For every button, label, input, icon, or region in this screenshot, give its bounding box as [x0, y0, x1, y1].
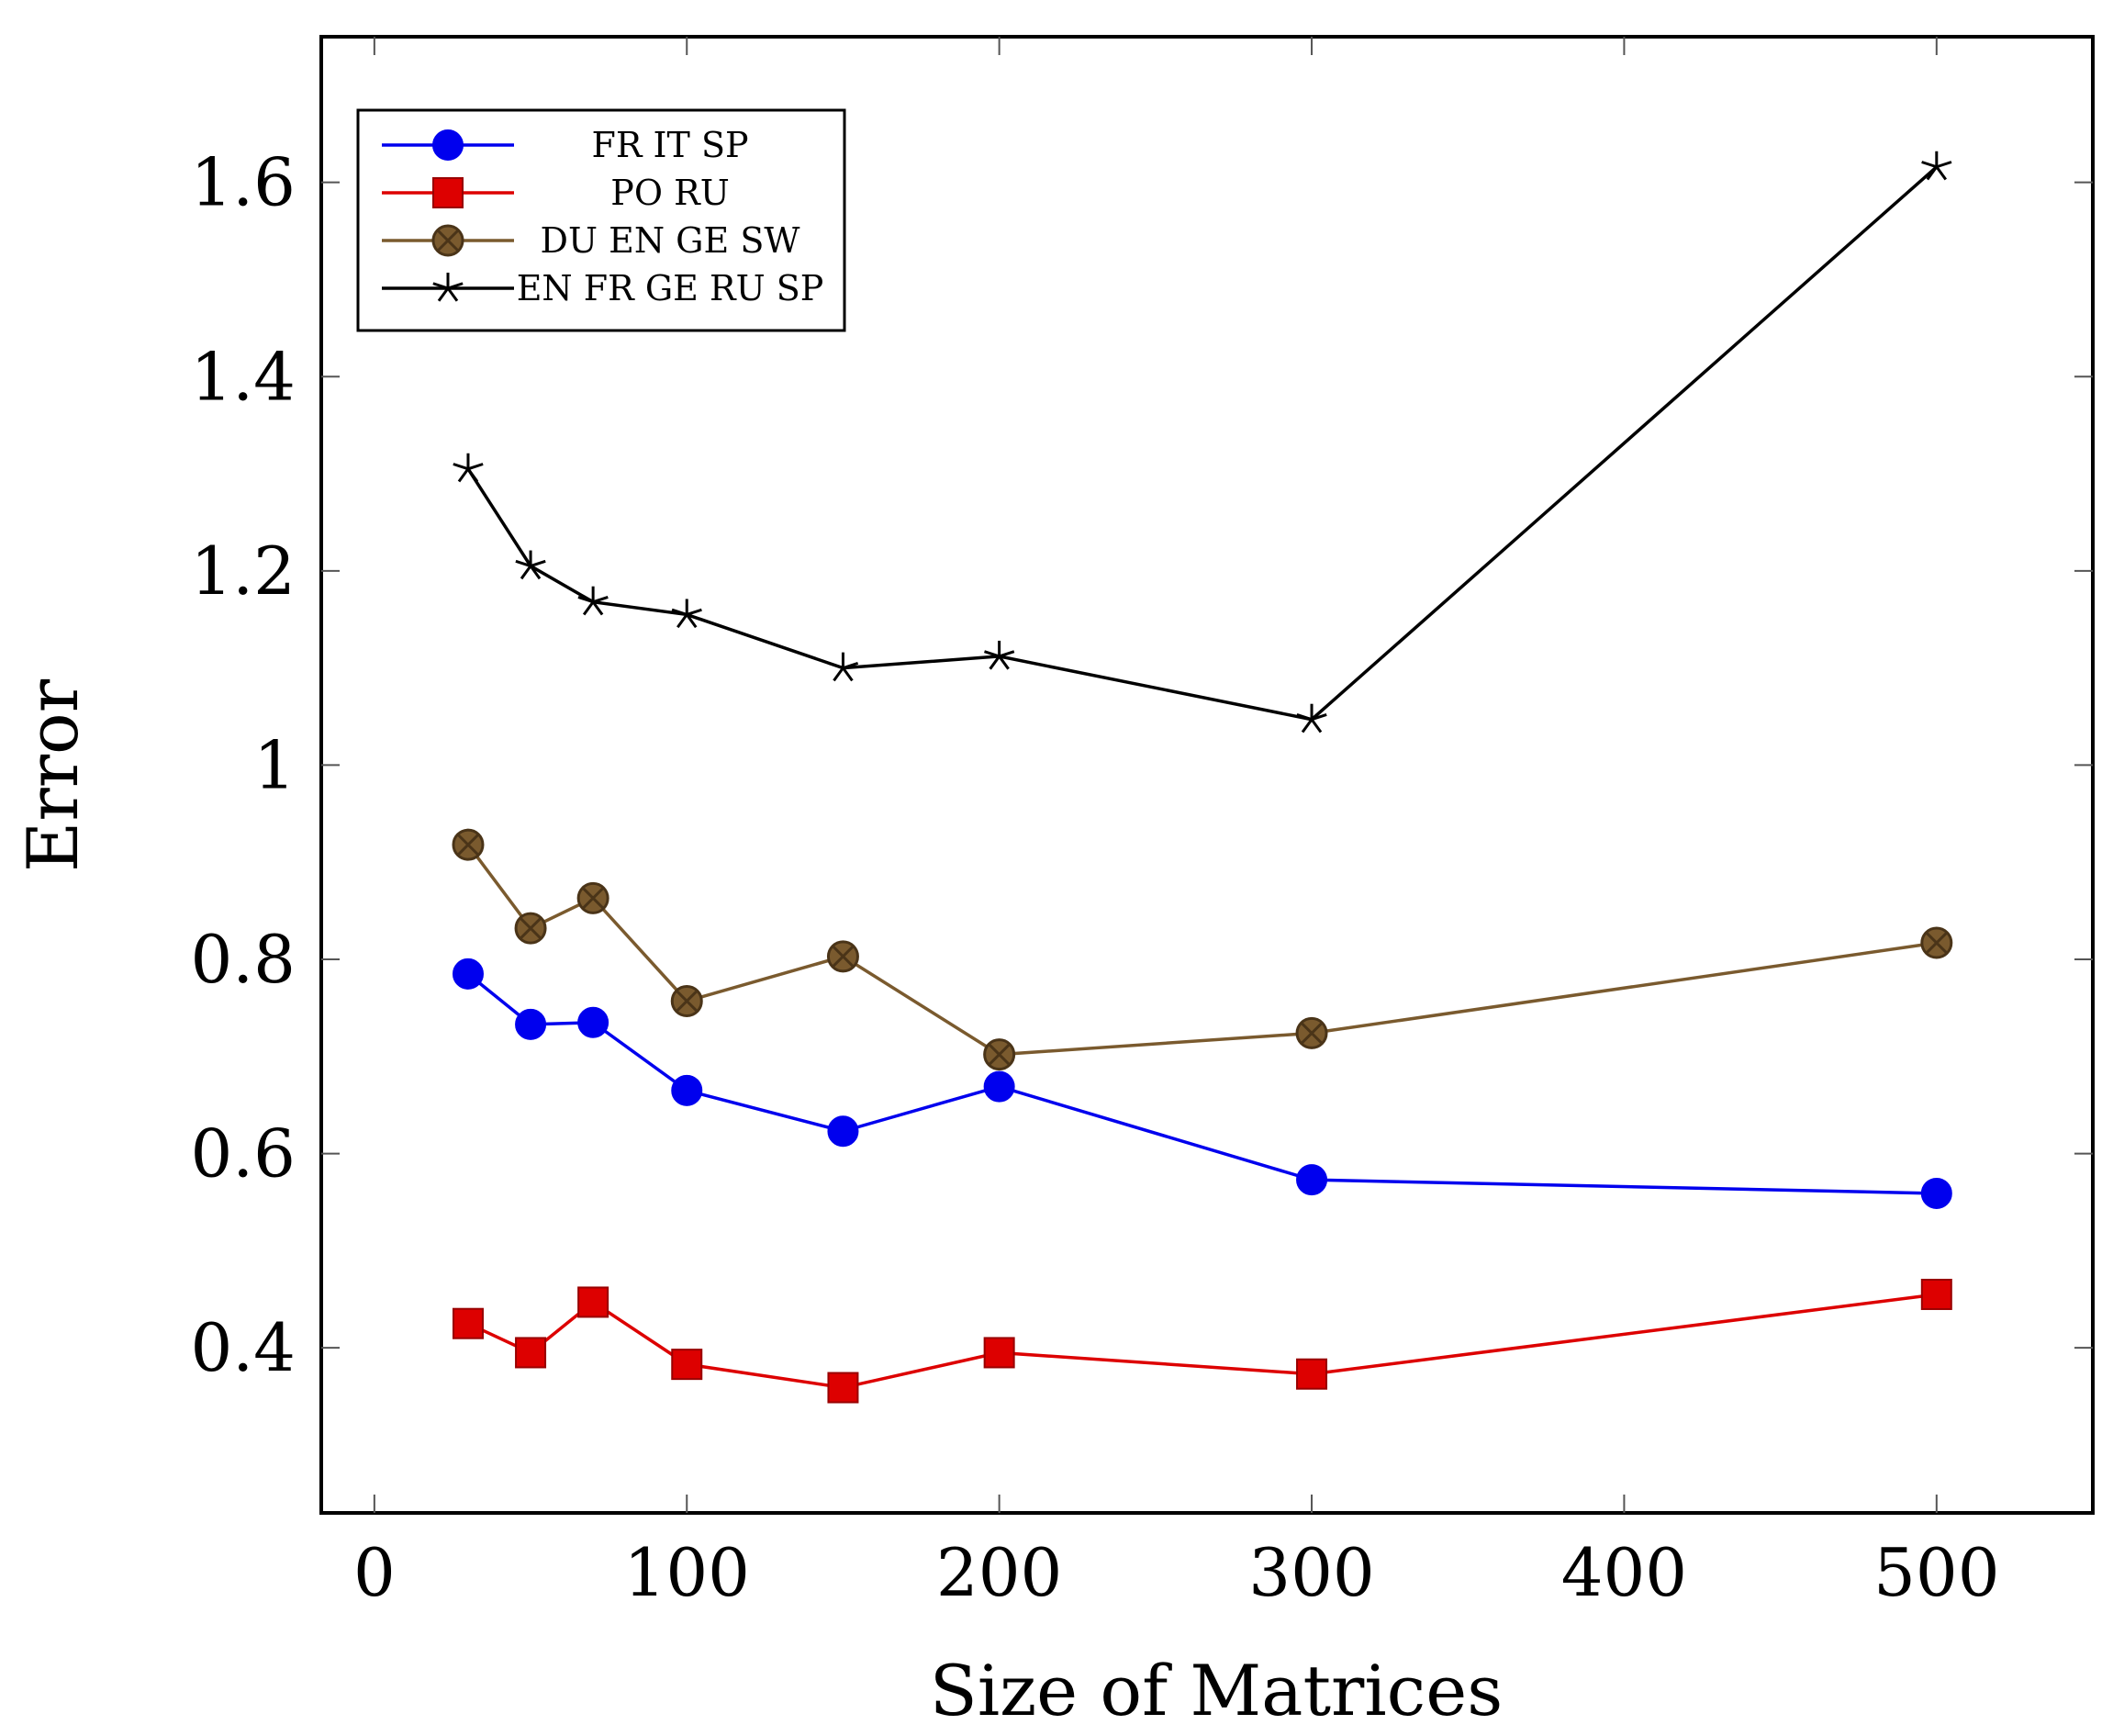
x-tick-label: 100 — [624, 1534, 750, 1611]
legend-items: FR IT SP PO RU DU EN GE SW EN FR GE RU SP — [382, 125, 823, 308]
data-point — [576, 881, 609, 914]
y-tick-label: 1.4 — [190, 338, 296, 415]
y-tick-label: 1.2 — [190, 532, 296, 610]
y-tick-label: 0.6 — [190, 1115, 296, 1193]
legend-marker — [432, 129, 464, 161]
data-point — [827, 1372, 859, 1404]
y-axis-title: Error — [12, 678, 94, 872]
ticks — [321, 37, 2093, 1513]
y-tick-label: 1.6 — [190, 144, 296, 221]
data-point — [577, 1286, 609, 1318]
legend-label: DU EN GE SW — [541, 220, 800, 261]
legend-item: FR IT SP — [382, 125, 749, 165]
data-point — [515, 1008, 547, 1040]
data-point — [827, 1115, 859, 1148]
data-point — [983, 1070, 1015, 1103]
legend-item: EN FR GE RU SP — [382, 268, 823, 308]
data-point — [1921, 151, 1952, 181]
data-point — [983, 1038, 1016, 1071]
legend-marker — [431, 224, 464, 257]
data-point — [452, 958, 484, 990]
data-point — [452, 828, 485, 861]
series-1 — [452, 1278, 1952, 1404]
legend-label: EN FR GE RU SP — [517, 268, 824, 308]
x-tick-label: 300 — [1248, 1534, 1374, 1611]
data-point — [671, 1074, 703, 1106]
x-tick-label: 200 — [936, 1534, 1062, 1611]
data-point — [1296, 1358, 1328, 1390]
series-0 — [452, 958, 1952, 1209]
data-point — [515, 1337, 547, 1369]
data-point — [1920, 1177, 1952, 1209]
data-point — [827, 652, 859, 682]
y-tick-label: 0.8 — [190, 921, 296, 998]
x-tick-label: 0 — [353, 1534, 396, 1611]
series-3 — [453, 151, 1952, 734]
data-point — [1920, 1278, 1952, 1310]
data-point — [452, 1307, 484, 1339]
data-point — [671, 1349, 703, 1381]
data-point — [983, 1337, 1015, 1369]
data-point — [1296, 1164, 1328, 1196]
legend-marker — [432, 273, 464, 302]
x-tick-label: 400 — [1561, 1534, 1687, 1611]
legend-item: DU EN GE SW — [382, 220, 799, 261]
data-point — [514, 912, 547, 945]
data-point — [984, 640, 1015, 670]
data-point — [577, 586, 609, 616]
series-line — [466, 165, 1938, 722]
series-layer — [452, 151, 1953, 1404]
x-tick-label: 500 — [1873, 1534, 1999, 1611]
tick-labels: 0 100 200 300 400 500 0.4 0.6 0.8 1 1.2 1.4 1.6 — [190, 144, 1999, 1611]
data-point — [826, 940, 859, 973]
data-point — [1920, 926, 1953, 959]
x-axis-title: Size of Matrices — [930, 1650, 1503, 1731]
series-2 — [452, 828, 1953, 1071]
data-point — [670, 984, 703, 1017]
data-point — [1295, 1016, 1328, 1049]
y-tick-label: 0.4 — [190, 1309, 296, 1386]
data-point — [577, 1006, 609, 1038]
data-point — [515, 550, 546, 580]
legend-label: PO RU — [610, 173, 729, 213]
legend-label: FR IT SP — [591, 125, 748, 165]
legend-marker — [432, 177, 464, 208]
legend-item: PO RU — [382, 173, 730, 213]
y-tick-label: 1 — [253, 726, 296, 803]
data-point — [1296, 703, 1327, 734]
data-point — [453, 453, 484, 483]
series-line — [466, 844, 1938, 1057]
plot-frame — [319, 35, 2095, 1515]
legend: FR IT SP PO RU DU EN GE SW EN FR GE RU SP — [356, 108, 846, 332]
data-point — [671, 599, 702, 629]
